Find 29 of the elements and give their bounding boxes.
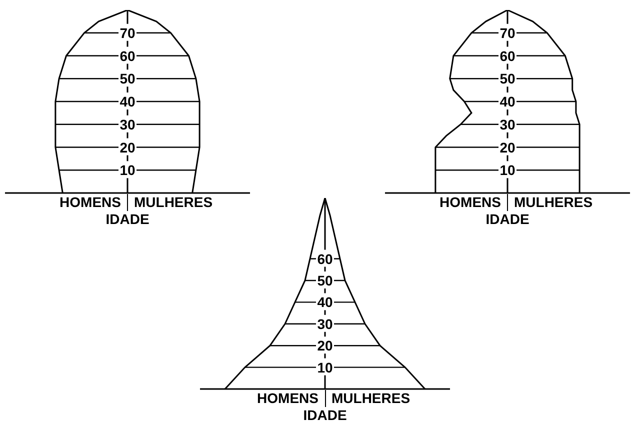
legend-label: HOMENS: [438, 194, 502, 211]
y-tick-label: 70: [500, 24, 516, 41]
y-tick-label: 50: [120, 70, 136, 87]
y-tick-label: 10: [317, 359, 333, 376]
y-tick-label: 30: [500, 116, 516, 132]
y-tick-label: 40: [317, 294, 333, 310]
series-label: MULHERES: [324, 390, 450, 407]
y-tick-label: 10: [120, 162, 136, 178]
y-tick-label: 50: [317, 272, 333, 288]
series-label: MULHERES: [127, 194, 250, 211]
y-tick-label: 20: [500, 139, 516, 156]
y-tick-label: 30: [317, 316, 333, 332]
legend-label: HOMENS: [256, 390, 320, 407]
y-tick-label: 50: [500, 70, 516, 87]
y-tick-label: 60: [500, 48, 516, 64]
x-axis-title: IDADE: [486, 211, 530, 227]
y-tick-label: 60: [120, 48, 136, 64]
y-tick-label: 30: [120, 116, 136, 132]
x-axis-title: IDADE: [106, 211, 150, 227]
y-tick-label: 20: [317, 338, 333, 354]
y-tick-label: 10: [500, 162, 516, 178]
y-tick-label: 60: [317, 250, 333, 267]
y-tick-label: 40: [120, 94, 136, 110]
y-tick-label: 20: [120, 139, 136, 156]
y-tick-label: 40: [500, 94, 516, 110]
series-label: MULHERES: [507, 194, 630, 211]
y-tick-label: 70: [120, 24, 136, 41]
legend-label: HOMENS: [58, 194, 122, 211]
x-axis-title: IDADE: [303, 407, 347, 423]
